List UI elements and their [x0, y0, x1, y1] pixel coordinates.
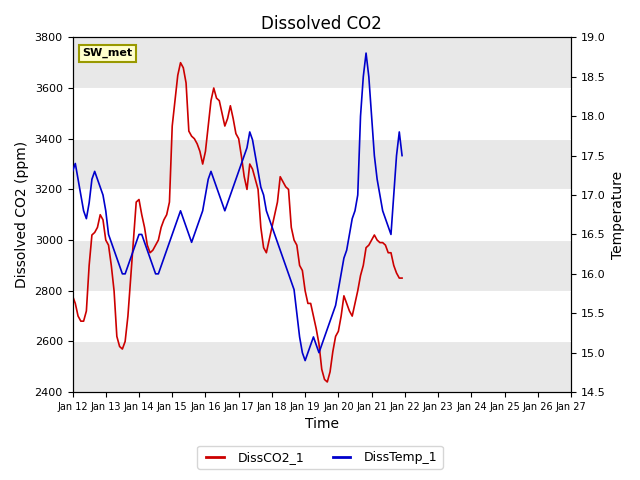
Bar — [72, 37, 571, 88]
Y-axis label: Dissolved CO2 (ppm): Dissolved CO2 (ppm) — [15, 141, 29, 288]
Y-axis label: Temperature: Temperature — [611, 171, 625, 259]
Bar — [72, 240, 571, 291]
Legend: DissCO2_1, DissTemp_1: DissCO2_1, DissTemp_1 — [197, 446, 443, 469]
Bar — [72, 341, 571, 392]
Title: Dissolved CO2: Dissolved CO2 — [261, 15, 382, 33]
Text: SW_met: SW_met — [83, 48, 132, 58]
X-axis label: Time: Time — [305, 418, 339, 432]
Bar — [72, 139, 571, 190]
